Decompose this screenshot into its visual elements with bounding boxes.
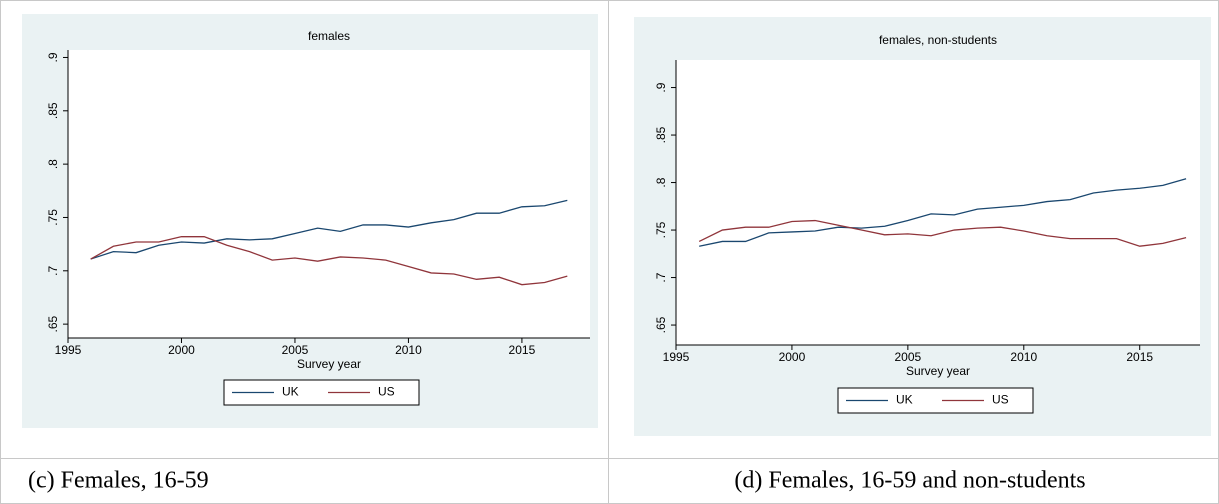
y-tick-label: .7: [46, 265, 60, 275]
legend-label: UK: [282, 385, 299, 399]
data-line: [698, 219, 1187, 247]
y-tick-label: .8: [654, 177, 668, 187]
legend-label: US: [992, 393, 1009, 407]
legend-label: UK: [896, 393, 913, 407]
y-tick-label: .85: [654, 126, 668, 143]
x-tick-label: 2015: [509, 343, 536, 357]
x-tick-label: 2005: [895, 350, 922, 364]
y-tick-label: .75: [654, 221, 668, 238]
y-tick-label: .85: [46, 102, 60, 119]
x-tick-label: 2005: [282, 343, 309, 357]
x-tick-label: 1995: [55, 343, 82, 357]
y-tick-label: .65: [654, 316, 668, 333]
x-axis-title: Survey year: [906, 364, 970, 378]
data-line: [90, 199, 568, 260]
x-tick-label: 2015: [1126, 350, 1153, 364]
y-tick-label: .75: [46, 209, 60, 226]
plot-area: [676, 60, 1200, 345]
data-line: [699, 178, 1187, 247]
y-tick-label: .65: [46, 315, 60, 332]
caption: (c) Females, 16-59: [28, 468, 209, 494]
x-tick-label: 2000: [168, 343, 195, 357]
y-tick-label: .9: [46, 52, 60, 62]
plot-area: [68, 50, 590, 338]
data-line: [90, 236, 568, 286]
legend-label: US: [378, 385, 395, 399]
chart-title: females: [308, 29, 350, 43]
caption: (d) Females, 16-59 and non-students: [734, 468, 1085, 494]
x-tick-label: 2010: [1010, 350, 1037, 364]
x-tick-label: 2010: [395, 343, 422, 357]
y-tick-label: .9: [654, 82, 668, 92]
y-tick-label: .8: [46, 159, 60, 169]
y-tick-label: .7: [654, 272, 668, 282]
x-tick-label: 2000: [779, 350, 806, 364]
x-tick-label: 1995: [663, 350, 690, 364]
x-axis-title: Survey year: [297, 357, 361, 371]
chart-title: females, non-students: [879, 33, 997, 47]
